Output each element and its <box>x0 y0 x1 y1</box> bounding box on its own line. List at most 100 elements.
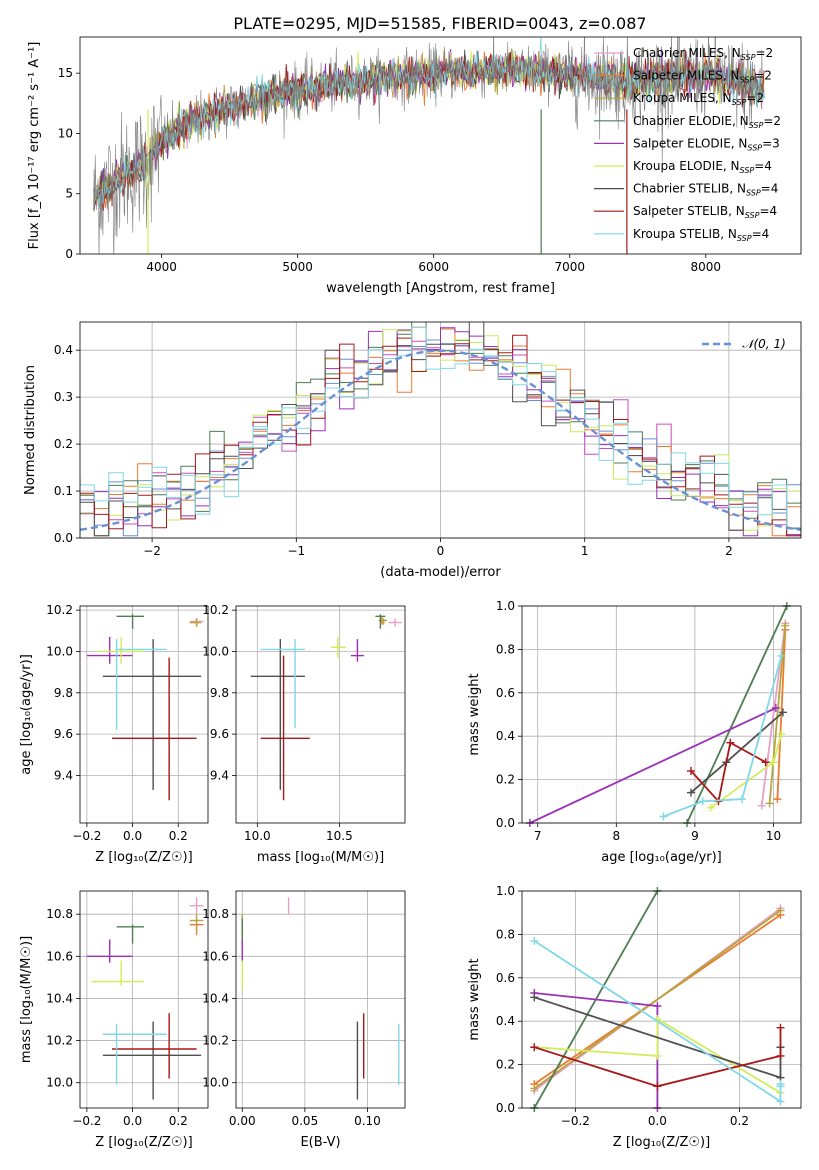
y-tick-label: 0.4 <box>496 1014 515 1028</box>
x-tick-label: 10.0 <box>244 829 271 843</box>
weight-marker <box>777 651 786 660</box>
axes-frame <box>235 890 406 1109</box>
y-tick-label: 9.8 <box>210 686 229 700</box>
y-tick-label: 10.0 <box>202 1076 229 1090</box>
errorbar-kroupa-elodie <box>91 960 144 986</box>
y-tick-label: 5 <box>65 187 73 201</box>
y-tick-label: 0.4 <box>54 343 73 357</box>
weight-marker <box>776 1051 785 1060</box>
weight-marker <box>686 788 695 797</box>
y-tick-label: 10.6 <box>46 949 73 963</box>
legend-entry: Kroupa MILES, NSSP=2 <box>633 91 764 107</box>
legend-entry: Chabrier MILES, NSSP=2 <box>633 46 773 62</box>
y-tick-label: 0.4 <box>496 729 515 743</box>
x-axis-label: wavelength [Angstrom, rest frame] <box>326 281 555 296</box>
weight-line-salpeter-elodie <box>534 992 659 1108</box>
x-tick-label: −1 <box>287 544 305 558</box>
legend-entry: Chabrier STELIB, NSSP=4 <box>633 182 778 198</box>
weight-marker <box>765 799 774 808</box>
spectrum-legend: Chabrier MILES, NSSP=2 Salpeter MILES, NS… <box>594 46 781 243</box>
errorbar-kroupa-stelib <box>115 639 167 730</box>
weight-marker <box>738 795 747 804</box>
x-tick-label: 7000 <box>554 260 585 274</box>
errorbar-chabrier-elodie <box>116 614 144 629</box>
errorbar-kroupa-miles <box>189 914 204 932</box>
axes-frame <box>79 890 209 1109</box>
x-axis-label: (data-model)/error <box>380 565 501 580</box>
x-tick-label: 0.0 <box>648 1114 667 1128</box>
legend-entry: Kroupa ELODIE, NSSP=4 <box>633 159 772 175</box>
weight-marker <box>530 993 539 1002</box>
weight-vs-age-axes: 7 8 9 10 0.0 0.2 0.4 0.6 0.8 1.0 <box>496 599 801 843</box>
y-tick-label: 0.2 <box>54 437 73 451</box>
y-tick-label: 0.0 <box>496 1101 515 1115</box>
y-tick-label: 10.0 <box>46 644 73 658</box>
y-tick-label: 1.0 <box>496 599 515 613</box>
x-tick-label: 0.0 <box>123 1114 142 1128</box>
axes-frame <box>521 605 802 824</box>
y-tick-label: 15 <box>58 66 73 80</box>
x-tick-label: 0.0 <box>123 829 142 843</box>
x-tick-label: 0.10 <box>354 1114 381 1128</box>
weight-line-chabrier-elodie <box>686 606 788 823</box>
weight-marker <box>781 621 790 630</box>
x-axis-label: age [log₁₀(age/yr)] <box>601 850 722 865</box>
y-tick-label: 10.6 <box>202 949 229 963</box>
errorbar-chabrier-miles <box>388 618 402 627</box>
x-tick-label: 8000 <box>691 260 722 274</box>
errorbar-kroupa-elodie <box>98 637 144 664</box>
y-tick-label: 0.8 <box>496 642 515 656</box>
weight-line-salpeter-elodie <box>529 707 777 823</box>
errorbar-kroupa-stelib <box>102 1023 167 1085</box>
weight-marker <box>659 812 668 821</box>
x-tick-label: 0.00 <box>229 1114 256 1128</box>
weight-marker <box>761 758 770 767</box>
x-tick-label: −2 <box>143 544 161 558</box>
y-axis-label: age [log₁₀(age/yr)] <box>19 654 34 775</box>
age-vs-mass-axes: 10.0 10.5 9.4 9.6 9.8 10.0 10.2 <box>202 603 405 843</box>
y-tick-label: 10.8 <box>46 907 73 921</box>
errorbar-salpeter-stelib <box>112 657 197 801</box>
gaussian-curve <box>79 349 802 531</box>
errorbar-salpeter-elodie <box>350 639 364 662</box>
y-axis-label: mass weight <box>467 958 482 1040</box>
residuals-axes: −2 −1 0 1 2 0.0 0.1 0.2 0.3 0.4 <box>54 322 801 558</box>
weight-marker <box>757 801 766 810</box>
errorbar-salpeter-elodie <box>86 637 133 664</box>
weight-marker <box>777 730 786 739</box>
errorbar-chabrier-stelib <box>102 639 202 790</box>
x-tick-label: 6000 <box>418 260 449 274</box>
errorbar-salpeter-stelib <box>112 1013 197 1079</box>
weight-line-salpeter-stelib <box>534 1027 782 1088</box>
y-tick-label: 0.6 <box>496 686 515 700</box>
weight-marker <box>776 1023 785 1032</box>
legend-entry: 𝒩(0, 1) <box>742 337 786 351</box>
y-tick-label: 10.2 <box>202 603 229 617</box>
weight-marker <box>530 936 539 945</box>
weight-marker <box>653 1082 662 1091</box>
legend-entry: Salpeter STELIB, NSSP=4 <box>633 204 777 220</box>
y-tick-label: 9.6 <box>54 727 73 741</box>
x-tick-label: 0.05 <box>291 1114 318 1128</box>
y-tick-label: 10.4 <box>202 991 229 1005</box>
errorbar-salpeter-stelib <box>260 655 310 801</box>
x-tick-label: 0.2 <box>730 1114 749 1128</box>
axes-frame <box>521 890 802 1109</box>
weight-marker <box>776 1080 785 1089</box>
y-tick-label: 0.0 <box>496 816 515 830</box>
spectrum-line <box>93 37 765 254</box>
x-tick-label: 10 <box>766 829 781 843</box>
weight-marker <box>530 1084 539 1093</box>
weight-marker <box>698 797 707 806</box>
x-axis-label: E(B-V) <box>300 1135 340 1150</box>
y-tick-label: 0.2 <box>496 1058 515 1072</box>
y-tick-label: 1.0 <box>496 884 515 898</box>
x-tick-label: 9 <box>691 829 699 843</box>
legend-entry: Salpeter ELODIE, NSSP=3 <box>633 136 780 152</box>
x-tick-label: 10.5 <box>326 829 353 843</box>
x-tick-label: 0 <box>437 544 445 558</box>
y-tick-label: 9.4 <box>210 768 229 782</box>
weight-marker <box>653 1002 662 1011</box>
weight-marker <box>776 906 785 915</box>
